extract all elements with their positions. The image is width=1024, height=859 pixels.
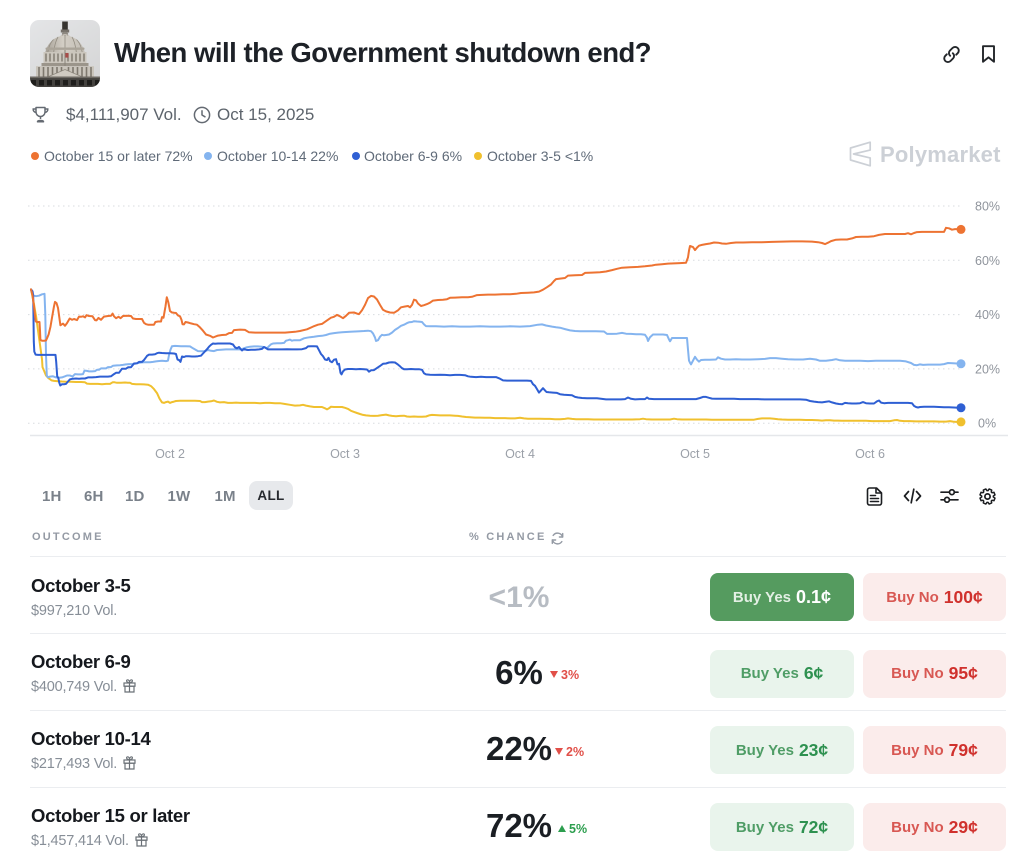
svg-text:40%: 40% [975,308,1000,322]
svg-text:80%: 80% [975,200,1000,214]
svg-text:20%: 20% [975,362,1000,376]
svg-text:60%: 60% [975,254,1000,268]
svg-text:Oct 2: Oct 2 [155,447,185,461]
svg-text:Oct 5: Oct 5 [680,447,710,461]
svg-text:Oct 4: Oct 4 [505,447,535,461]
svg-text:0%: 0% [978,417,996,431]
svg-text:Oct 6: Oct 6 [855,447,885,461]
svg-text:Oct 3: Oct 3 [330,447,360,461]
